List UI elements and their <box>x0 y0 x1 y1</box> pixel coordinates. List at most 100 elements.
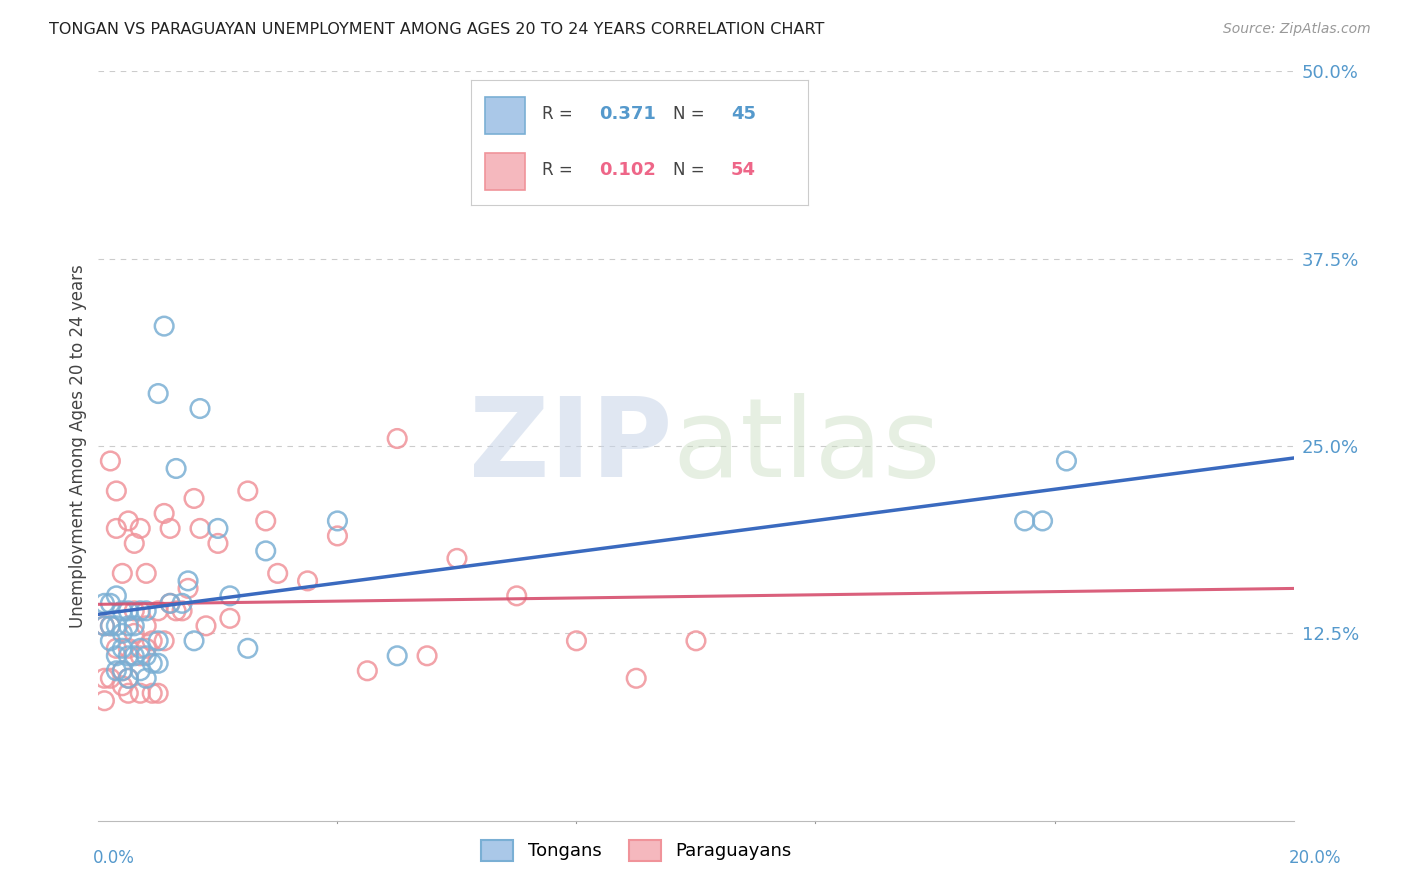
Point <box>148 604 170 618</box>
Point <box>105 483 128 498</box>
Point <box>356 664 378 678</box>
Point <box>219 611 242 625</box>
Text: R =: R = <box>541 161 578 179</box>
Point <box>98 619 122 633</box>
Point <box>135 604 157 618</box>
Point <box>117 648 139 663</box>
Point <box>105 589 128 603</box>
Point <box>98 596 122 610</box>
Point <box>153 633 176 648</box>
Point <box>172 596 194 610</box>
Text: 45: 45 <box>731 105 756 123</box>
Point <box>93 619 115 633</box>
Y-axis label: Unemployment Among Ages 20 to 24 years: Unemployment Among Ages 20 to 24 years <box>69 264 87 628</box>
Text: N =: N = <box>673 161 710 179</box>
Point <box>254 544 277 558</box>
Point <box>135 566 157 581</box>
Point <box>254 514 277 528</box>
Point <box>165 604 187 618</box>
Point <box>1032 514 1054 528</box>
Point <box>219 589 242 603</box>
Text: 54: 54 <box>731 161 756 179</box>
FancyBboxPatch shape <box>485 153 524 190</box>
Point <box>207 521 229 535</box>
Point <box>135 619 157 633</box>
Point <box>98 633 122 648</box>
Point <box>124 604 146 618</box>
Point <box>177 582 200 596</box>
Point <box>129 604 152 618</box>
Text: 20.0%: 20.0% <box>1289 849 1341 867</box>
Point <box>129 641 152 656</box>
Text: 0.102: 0.102 <box>599 161 657 179</box>
Point <box>1014 514 1036 528</box>
Point <box>188 401 211 416</box>
Point <box>159 521 181 535</box>
FancyBboxPatch shape <box>485 96 524 134</box>
Point <box>98 671 122 685</box>
Point <box>297 574 319 588</box>
Point <box>124 626 146 640</box>
Point <box>117 514 139 528</box>
Point <box>111 626 134 640</box>
Point <box>153 319 176 334</box>
Point <box>98 454 122 468</box>
Point <box>565 633 588 648</box>
Point <box>685 633 707 648</box>
Point <box>111 566 134 581</box>
Point <box>93 694 115 708</box>
Text: 0.0%: 0.0% <box>93 849 135 867</box>
Point <box>416 648 439 663</box>
Point <box>105 619 128 633</box>
Point <box>117 671 139 685</box>
Point <box>117 671 139 685</box>
Point <box>159 596 181 610</box>
Point <box>183 633 205 648</box>
Point <box>148 657 170 671</box>
Point <box>177 574 200 588</box>
Point <box>165 461 187 475</box>
Point <box>141 633 163 648</box>
Point <box>117 604 139 618</box>
Point <box>105 648 128 663</box>
Point <box>446 551 468 566</box>
Point <box>506 589 529 603</box>
Point <box>129 521 152 535</box>
Point <box>135 648 157 663</box>
Point <box>135 641 157 656</box>
Point <box>236 641 259 656</box>
Point <box>111 664 134 678</box>
Point <box>188 521 211 535</box>
Point <box>117 641 139 656</box>
Point <box>207 536 229 550</box>
Point <box>267 566 290 581</box>
Point <box>385 648 409 663</box>
Point <box>626 671 648 685</box>
Point <box>93 671 115 685</box>
Point <box>111 664 134 678</box>
Point <box>153 507 176 521</box>
Point <box>172 604 194 618</box>
Text: 0.371: 0.371 <box>599 105 657 123</box>
Point <box>111 604 134 618</box>
Point <box>93 619 115 633</box>
Point <box>195 619 218 633</box>
Point <box>105 641 128 656</box>
Point <box>111 641 134 656</box>
Point <box>326 529 349 543</box>
Point <box>1056 454 1078 468</box>
Point <box>385 432 409 446</box>
Point <box>159 596 181 610</box>
Point <box>98 619 122 633</box>
Point <box>148 386 170 401</box>
Point <box>129 648 152 663</box>
Text: ZIP: ZIP <box>468 392 672 500</box>
Text: N =: N = <box>673 105 710 123</box>
Text: Source: ZipAtlas.com: Source: ZipAtlas.com <box>1223 22 1371 37</box>
Point <box>129 686 152 700</box>
Point <box>135 671 157 685</box>
Point <box>148 633 170 648</box>
Point <box>124 648 146 663</box>
Text: R =: R = <box>541 105 578 123</box>
Point <box>141 686 163 700</box>
